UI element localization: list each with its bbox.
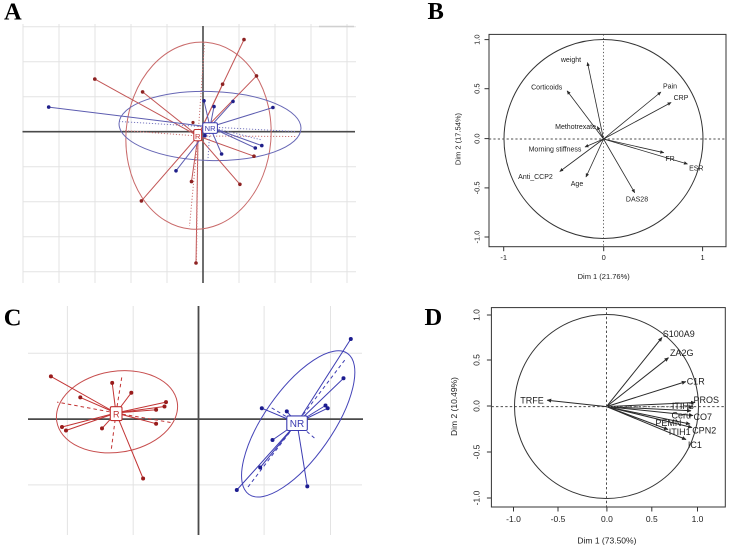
svg-text:1.0: 1.0 bbox=[472, 34, 481, 44]
svg-text:ITIH1: ITIH1 bbox=[669, 427, 691, 437]
svg-text:-1.0: -1.0 bbox=[472, 490, 482, 505]
svg-text:Morning stiffness: Morning stiffness bbox=[529, 147, 582, 154]
svg-text:PROS: PROS bbox=[693, 395, 719, 405]
svg-text:-0.5: -0.5 bbox=[472, 181, 481, 194]
svg-text:NR: NR bbox=[290, 419, 304, 430]
svg-text:1.0: 1.0 bbox=[472, 309, 482, 321]
svg-text:-1: -1 bbox=[500, 253, 507, 262]
svg-text:CRP: CRP bbox=[674, 95, 689, 102]
svg-text:CPN2: CPN2 bbox=[692, 426, 716, 436]
svg-text:D: D bbox=[425, 304, 443, 331]
svg-text:TRFE: TRFE bbox=[520, 396, 544, 406]
svg-text:FR: FR bbox=[665, 156, 674, 163]
svg-text:0.0: 0.0 bbox=[601, 514, 613, 524]
svg-text:Dim 2 (10.49%): Dim 2 (10.49%) bbox=[449, 377, 459, 436]
svg-text:1: 1 bbox=[701, 253, 705, 262]
svg-text:-0.5: -0.5 bbox=[472, 444, 482, 459]
svg-text:Dim 1 (21.76%): Dim 1 (21.76%) bbox=[578, 272, 631, 281]
svg-text:0.0: 0.0 bbox=[472, 400, 482, 412]
svg-text:CO7: CO7 bbox=[694, 412, 713, 422]
svg-text:0: 0 bbox=[602, 253, 606, 262]
svg-text:PEMN: PEMN bbox=[655, 418, 681, 428]
svg-text:0.5: 0.5 bbox=[472, 83, 481, 93]
svg-text:R: R bbox=[113, 410, 120, 420]
svg-text:-1.0: -1.0 bbox=[506, 514, 521, 524]
svg-text:C1R: C1R bbox=[687, 377, 706, 387]
svg-text:S100A9: S100A9 bbox=[663, 329, 695, 339]
svg-text:C: C bbox=[4, 305, 22, 332]
svg-text:A: A bbox=[4, 0, 22, 26]
svg-text:Corticoids: Corticoids bbox=[531, 85, 563, 92]
svg-text:0.5: 0.5 bbox=[472, 354, 482, 366]
svg-text:0.0: 0.0 bbox=[472, 133, 481, 143]
svg-text:Ceru: Ceru bbox=[672, 410, 692, 420]
svg-text:ZA2G: ZA2G bbox=[670, 348, 694, 358]
svg-text:-0.5: -0.5 bbox=[551, 514, 566, 524]
svg-text:ITIH3: ITIH3 bbox=[672, 401, 694, 411]
svg-text:Age: Age bbox=[571, 181, 584, 188]
svg-text:Dim 1 (73.50%): Dim 1 (73.50%) bbox=[577, 536, 636, 546]
svg-text:ESR: ESR bbox=[689, 166, 703, 173]
svg-text:Anti_CCP2: Anti_CCP2 bbox=[518, 174, 553, 181]
svg-text:1.0: 1.0 bbox=[692, 514, 704, 524]
svg-text:B: B bbox=[428, 0, 444, 25]
svg-text:Methotrexate: Methotrexate bbox=[555, 124, 596, 131]
svg-text:R: R bbox=[195, 132, 201, 141]
svg-text:DAS28: DAS28 bbox=[626, 197, 648, 204]
svg-text:NR: NR bbox=[205, 124, 216, 133]
svg-text:Dim 2 (17.54%): Dim 2 (17.54%) bbox=[454, 112, 463, 165]
svg-text:0.5: 0.5 bbox=[646, 514, 658, 524]
svg-text:-1.0: -1.0 bbox=[472, 231, 481, 244]
svg-text:IC1: IC1 bbox=[688, 440, 702, 450]
svg-text:weight: weight bbox=[560, 57, 581, 64]
svg-text:Pain: Pain bbox=[663, 83, 677, 90]
